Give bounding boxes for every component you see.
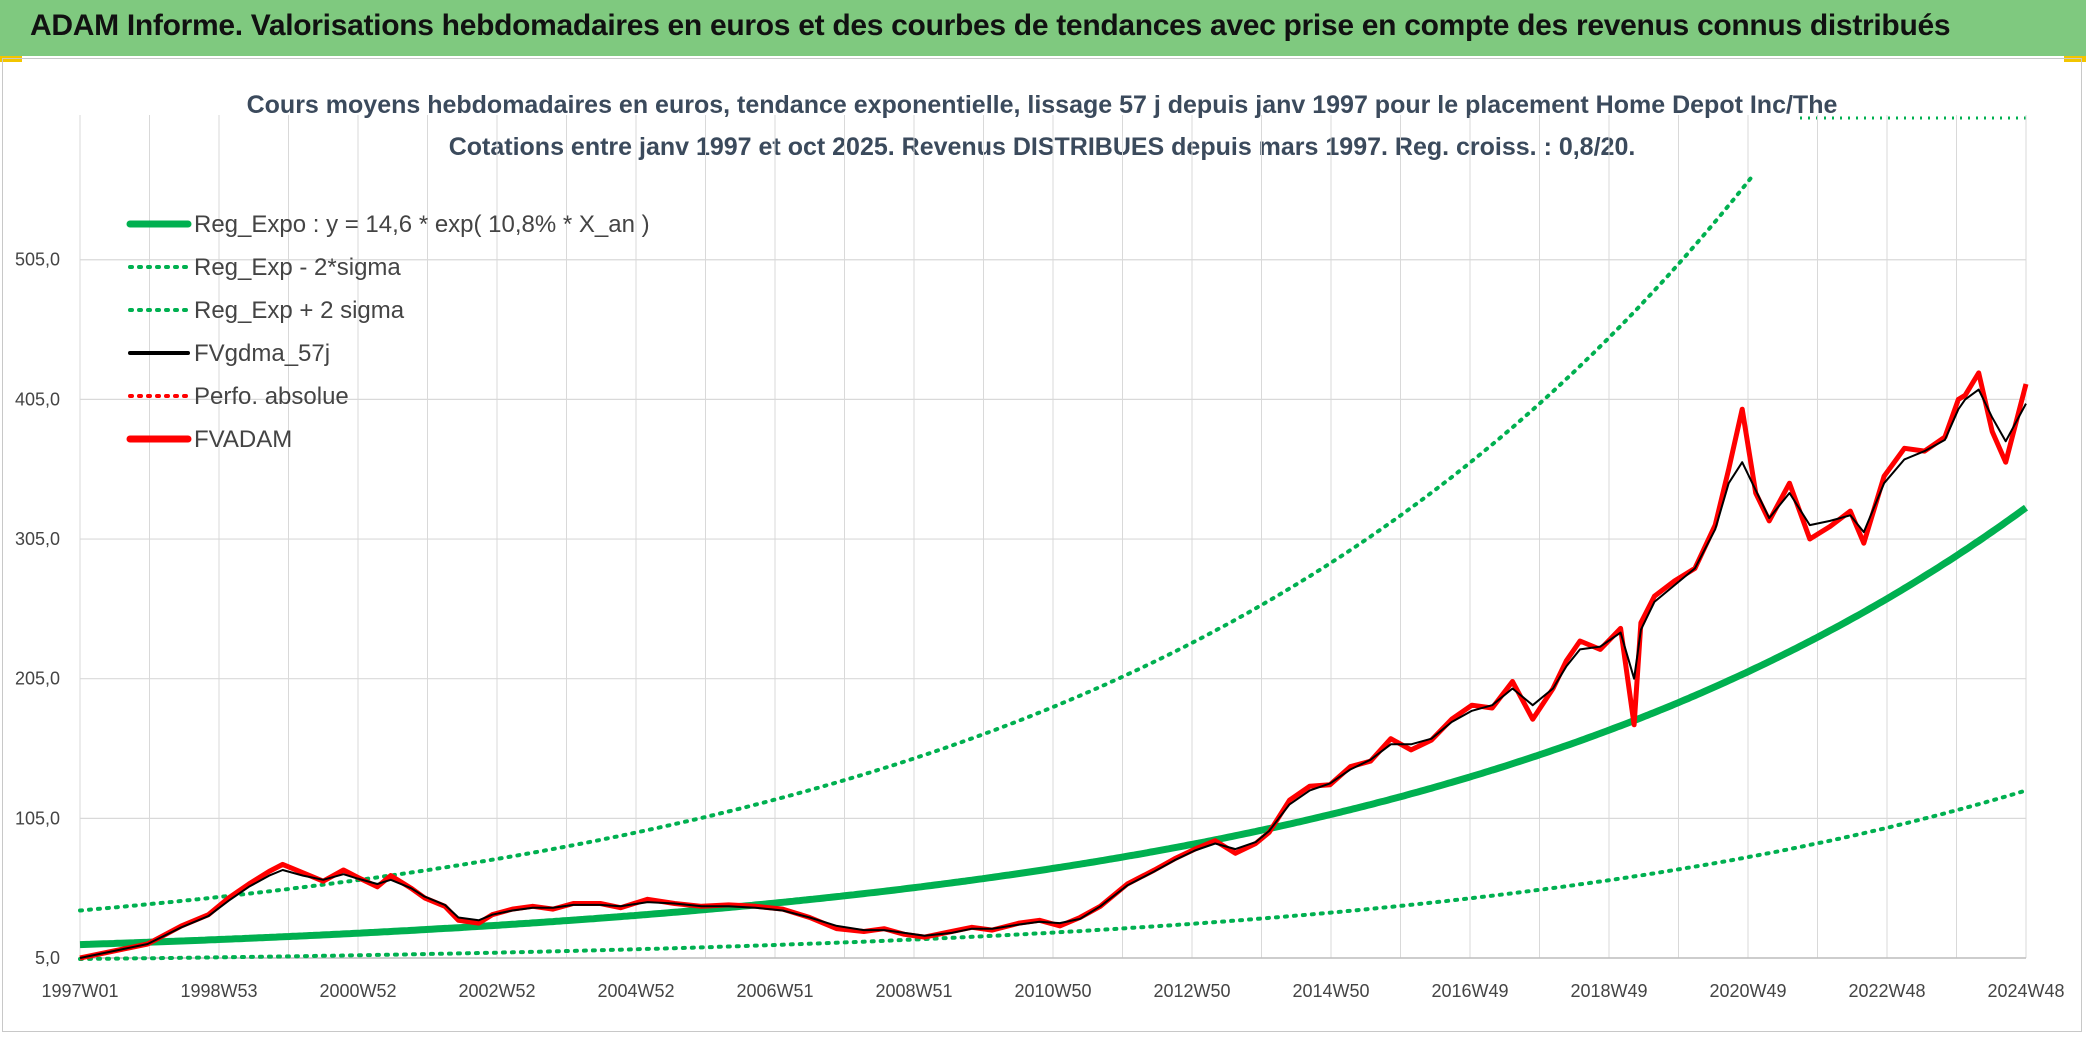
y-tick-label: 505,0 [15,250,60,270]
series-fvadam [79,370,2029,961]
corner-marker-left [0,56,22,62]
x-tick-label: 2004W52 [597,981,674,1001]
report-title: ADAM Informe. Valorisations hebdomadaire… [30,9,1951,42]
x-tick-label: 2018W49 [1570,981,1647,1001]
report-header: ADAM Informe. Valorisations hebdomadaire… [0,0,2086,56]
x-tick-label: 2002W52 [458,981,535,1001]
y-tick-label: 205,0 [15,669,60,689]
x-tick-label: 1997W01 [41,981,118,1001]
legend-label: Reg_Exp - 2*sigma [194,254,401,281]
y-tick-label: 5,0 [35,948,60,968]
x-tick-label: 2012W50 [1153,981,1230,1001]
chart-frame [2,58,2082,1032]
x-tick-label: 2016W49 [1431,981,1508,1001]
chart-title-line1: Cours moyens hebdomadaires en euros, ten… [247,91,1838,119]
x-tick-label: 2008W51 [875,981,952,1001]
x-tick-label: 2024W48 [1987,981,2064,1001]
grid [79,115,2027,959]
chart-title-line2: Cotations entre janv 1997 et oct 2025. R… [449,133,1636,161]
series-reg-exp-plus-2sigma [78,174,1755,913]
y-tick-label: 105,0 [15,808,60,828]
legend: Reg_Expo : y = 14,6 * exp( 10,8% * X_an … [126,211,650,453]
series-fvgdma-57j [79,388,2027,959]
x-tick-label: 2022W48 [1848,981,1925,1001]
legend-label: Reg_Expo : y = 14,6 * exp( 10,8% * X_an … [194,211,650,238]
plot-area [78,174,2029,961]
legend-label: Reg_Exp + 2 sigma [194,297,405,324]
x-tick-label: 1998W53 [180,981,257,1001]
legend-label: FVADAM [194,426,292,453]
corner-marker-right [2064,56,2086,62]
x-tick-label: 2010W50 [1014,981,1091,1001]
series-reg-exp-minus-2sigma [78,788,2028,961]
x-tick-label: 2000W52 [319,981,396,1001]
legend-label: FVgdma_57j [194,340,330,367]
x-tick-label: 2020W49 [1709,981,1786,1001]
y-tick-label: 405,0 [15,389,60,409]
series-reg-expo [79,504,2029,949]
x-tick-label: 2006W51 [736,981,813,1001]
x-axis: 1997W01 1998W53 2000W52 2002W52 2004W52 2006W… [41,981,2064,1001]
x-tick-label: 2014W50 [1292,981,1369,1001]
y-tick-label: 305,0 [15,529,60,549]
y-axis: 5,0 105,0 205,0 305,0 405,0 505,0 [15,250,60,968]
legend-label: Perfo. absolue [194,383,349,410]
